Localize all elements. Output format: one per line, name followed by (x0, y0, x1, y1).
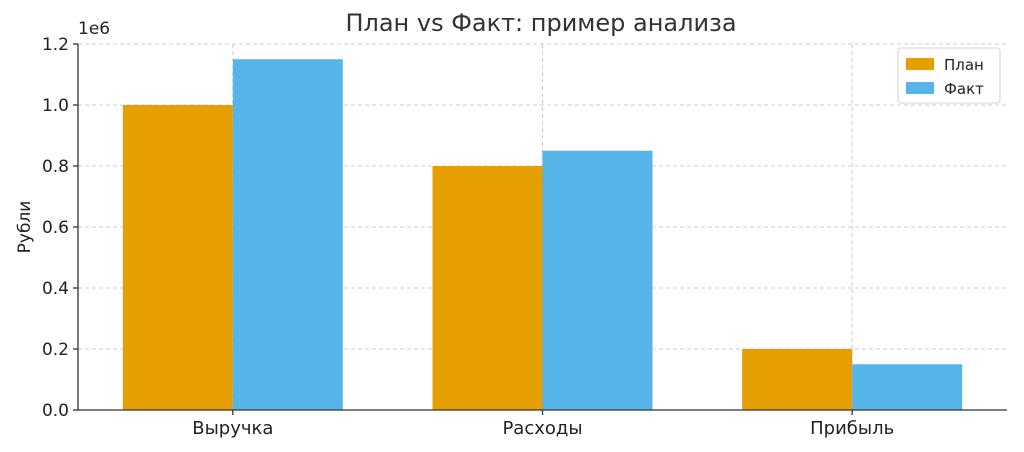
bar-plan (742, 349, 853, 410)
legend-swatch (906, 58, 934, 70)
y-tick-label: 0.8 (42, 157, 69, 177)
y-tick-label: 0.6 (42, 218, 69, 238)
axes: 0.0 0.2 0.4 0.6 0.8 1.0 1.2 Выручка Расходы Прибы… (42, 35, 1007, 439)
y-tick-label: 0.2 (42, 340, 69, 360)
bar-fact (542, 150, 653, 410)
legend-label: Факт (944, 80, 984, 98)
y-tick-label: 0.4 (42, 279, 69, 299)
y-tick-label: 0.0 (42, 401, 69, 421)
y-tick-label: 1.2 (42, 35, 69, 55)
bar-fact (232, 59, 343, 410)
x-tick-label: Прибыль (810, 418, 894, 439)
bar-plan (122, 105, 233, 410)
chart-title: План vs Факт: пример анализа (345, 9, 736, 37)
bar-plan (432, 166, 543, 410)
legend: План Факт (897, 47, 1001, 104)
x-tick-label: Расходы (502, 418, 582, 439)
bar-fact (852, 364, 963, 410)
bars (122, 59, 963, 410)
y-offset-label: 1e6 (78, 19, 110, 39)
y-tick-label: 1.0 (42, 96, 69, 116)
y-axis-label: Рубли (15, 201, 35, 254)
x-tick-label: Выручка (192, 418, 273, 439)
legend-swatch (906, 82, 934, 94)
legend-label: План (944, 56, 984, 74)
